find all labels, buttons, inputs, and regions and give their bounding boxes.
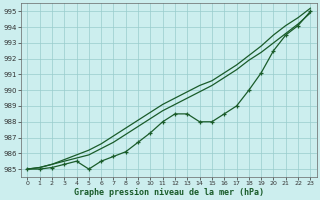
- X-axis label: Graphe pression niveau de la mer (hPa): Graphe pression niveau de la mer (hPa): [74, 188, 264, 197]
